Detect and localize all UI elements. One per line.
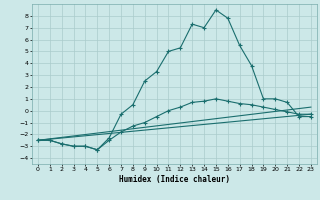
X-axis label: Humidex (Indice chaleur): Humidex (Indice chaleur) xyxy=(119,175,230,184)
